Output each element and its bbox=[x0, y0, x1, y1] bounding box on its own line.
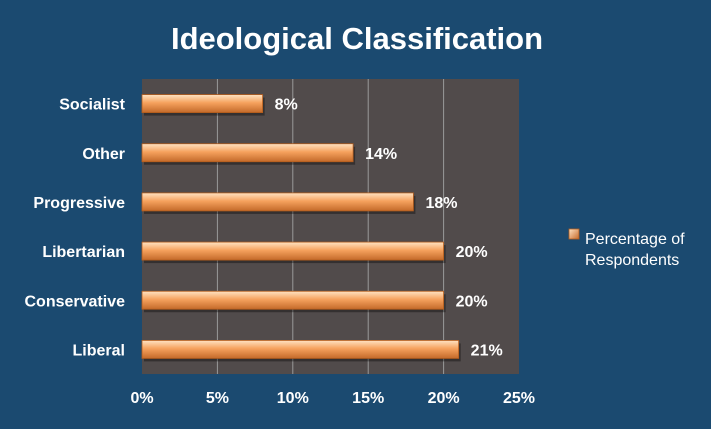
gridlines bbox=[216, 79, 445, 374]
x-tick-label: 20% bbox=[428, 390, 460, 407]
legend-label: Percentage of Respondents bbox=[585, 231, 685, 269]
data-label: 14% bbox=[365, 146, 397, 163]
category-axis: Socialist Other Progressive Libertarian Cons… bbox=[25, 97, 126, 360]
bars bbox=[141, 94, 461, 362]
category-label: Liberal bbox=[73, 342, 125, 359]
category-label: Other bbox=[82, 146, 125, 163]
x-tick-label: 0% bbox=[130, 390, 153, 407]
bar-other bbox=[141, 143, 354, 163]
bar-socialist bbox=[141, 94, 264, 113]
data-label: 21% bbox=[471, 342, 503, 359]
legend: Percentage of Respondents bbox=[568, 228, 685, 269]
category-label: Progressive bbox=[33, 195, 125, 212]
x-tick-label: 10% bbox=[277, 390, 309, 407]
bar-libertarian bbox=[141, 241, 445, 261]
bar-progressive bbox=[141, 192, 414, 212]
bar-conservative bbox=[141, 290, 445, 310]
category-label: Socialist bbox=[59, 97, 125, 114]
chart-title: Ideological Classification bbox=[171, 21, 543, 56]
bar-liberal bbox=[141, 340, 460, 359]
category-label: Conservative bbox=[25, 293, 126, 310]
data-label: 20% bbox=[456, 293, 488, 310]
x-tick-label: 25% bbox=[503, 390, 535, 407]
data-label: 20% bbox=[456, 244, 488, 261]
legend-swatch bbox=[568, 228, 580, 240]
value-axis: 0% 5% 10% 15% 20% 25% bbox=[130, 390, 535, 407]
data-label: 18% bbox=[425, 195, 457, 212]
x-tick-label: 15% bbox=[352, 390, 384, 407]
data-labels: 8% 14% 18% 20% 20% 21% bbox=[275, 97, 503, 360]
data-label: 8% bbox=[275, 97, 298, 114]
plot-area bbox=[142, 79, 519, 374]
category-label: Libertarian bbox=[42, 244, 125, 261]
x-tick-label: 5% bbox=[206, 390, 229, 407]
